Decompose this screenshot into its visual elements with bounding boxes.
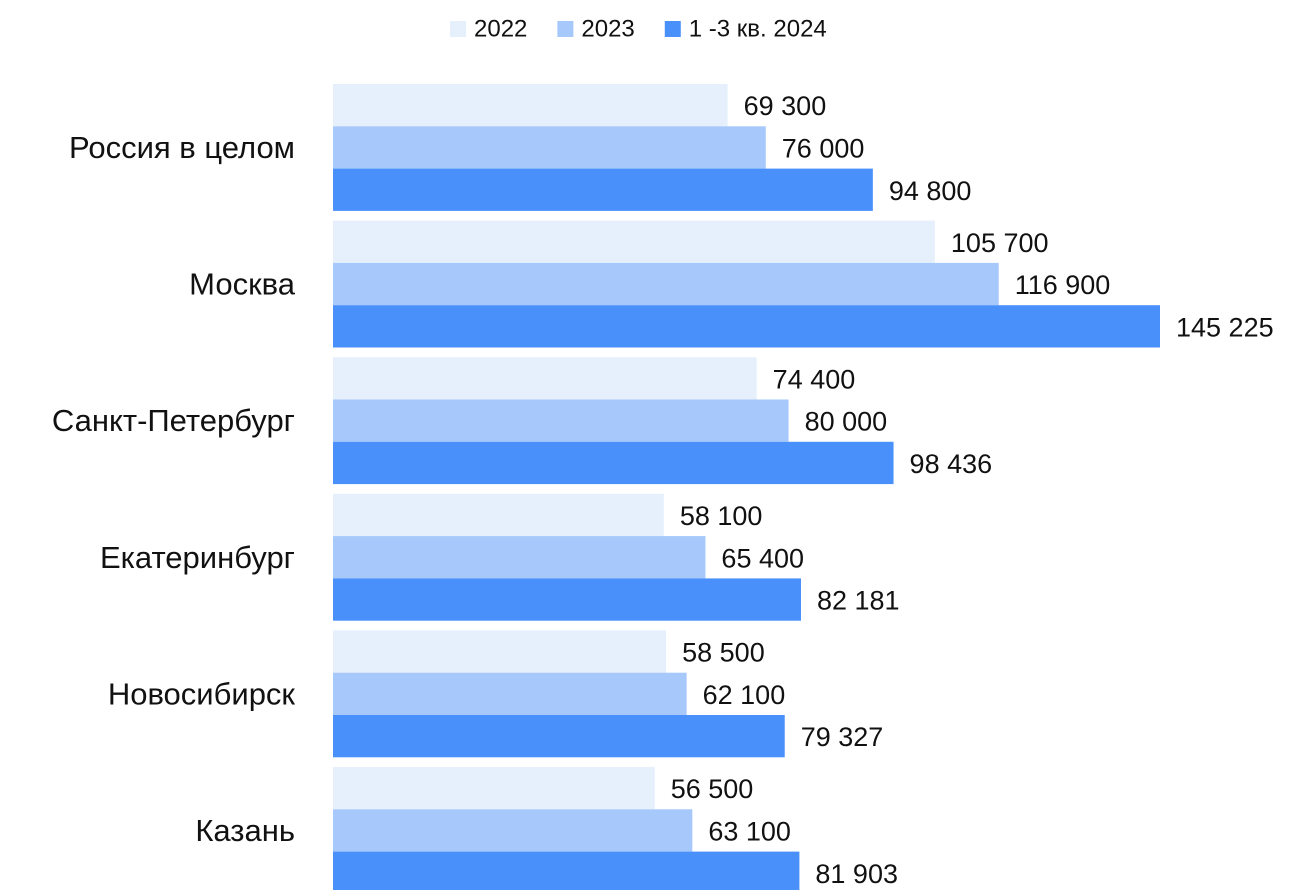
category-label: Россия в целом [69, 130, 295, 165]
legend-label: 1 -3 кв. 2024 [689, 16, 827, 43]
value-label: 74 400 [773, 364, 856, 394]
bar [333, 672, 687, 715]
value-label: 56 500 [671, 774, 754, 804]
category-label: Екатеринбург [100, 540, 295, 575]
value-label: 98 436 [910, 449, 993, 479]
bar [333, 305, 1160, 348]
category-label: Москва [189, 267, 296, 302]
value-label: 116 900 [1015, 270, 1111, 300]
bar [333, 493, 664, 537]
bar [333, 262, 999, 306]
bar [333, 715, 785, 758]
bar [333, 357, 757, 400]
value-label: 69 300 [744, 91, 827, 121]
value-label: 63 100 [708, 816, 791, 846]
bar [333, 126, 766, 169]
value-label: 62 100 [703, 680, 786, 710]
category-label: Новосибирск [108, 676, 296, 711]
value-label: 82 181 [817, 586, 900, 616]
value-label: 94 800 [889, 176, 972, 206]
value-label: 58 500 [682, 638, 765, 668]
bar [333, 536, 706, 579]
bar [333, 220, 935, 263]
bar [333, 441, 894, 485]
category-label: Санкт-Петербург [52, 403, 295, 438]
value-label: 58 100 [680, 501, 763, 531]
value-label: 81 903 [815, 859, 898, 889]
legend-swatch [664, 21, 681, 37]
category-label: Казань [195, 813, 295, 848]
value-label: 79 327 [801, 722, 884, 752]
value-label: 80 000 [805, 407, 888, 437]
bar [333, 399, 789, 442]
bar [333, 630, 667, 673]
legend-label: 2022 [474, 16, 527, 43]
bar [333, 851, 800, 890]
value-label: 105 700 [951, 228, 1049, 258]
legend-label: 2023 [581, 16, 634, 43]
bar [333, 84, 728, 127]
value-label: 145 225 [1176, 312, 1274, 342]
bar [333, 767, 655, 810]
bar [333, 809, 693, 852]
legend-swatch [450, 21, 466, 37]
value-label: 65 400 [721, 543, 804, 573]
bar [333, 168, 873, 211]
bar [333, 578, 801, 621]
value-label: 76 000 [782, 133, 865, 163]
legend-swatch [557, 21, 574, 37]
